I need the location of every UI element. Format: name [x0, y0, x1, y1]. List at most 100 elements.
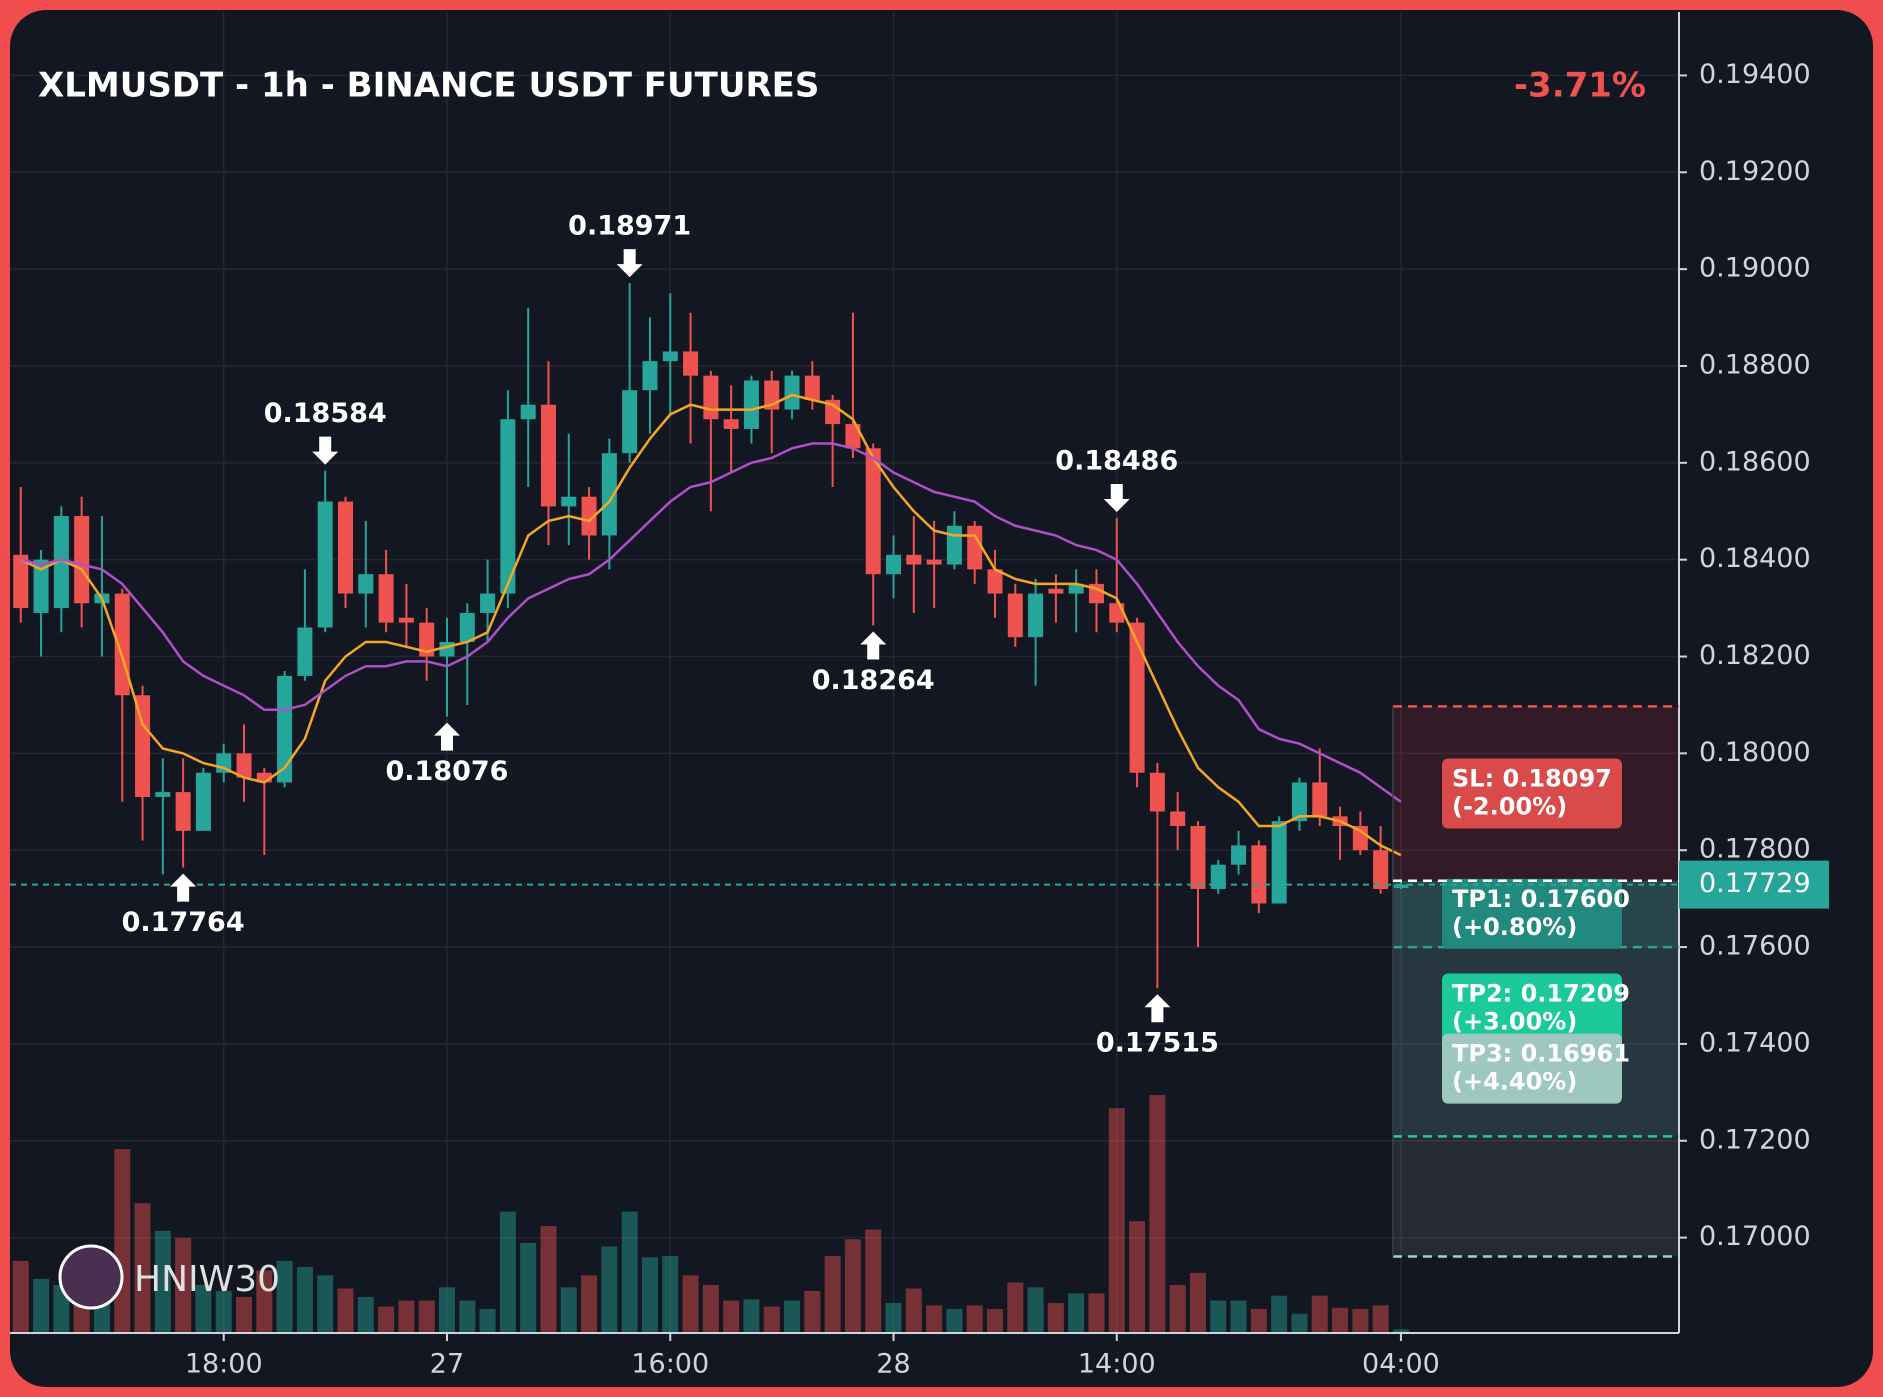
candle-body — [459, 612, 475, 642]
volume-bar — [905, 1288, 922, 1333]
volume-bar — [398, 1300, 415, 1333]
y-tick-label: 0.18600 — [1699, 446, 1811, 477]
candle-body — [581, 496, 597, 536]
volume-bar — [1027, 1287, 1044, 1333]
candle-body — [500, 419, 516, 594]
candle-body — [1393, 884, 1409, 888]
volume-bar — [926, 1305, 943, 1333]
volume-bar — [540, 1226, 557, 1333]
volume-bar — [1392, 1329, 1409, 1333]
volume-bar — [317, 1275, 334, 1333]
volume-bar — [1129, 1221, 1146, 1333]
candle-body — [155, 792, 171, 797]
candle-body — [1068, 583, 1084, 594]
candle-body — [317, 501, 333, 628]
candle-body — [236, 753, 252, 778]
volume-bar — [134, 1203, 151, 1333]
level-label: TP3: 0.16961 — [1452, 1040, 1630, 1068]
candle-body — [906, 554, 922, 565]
volume-bar — [499, 1211, 516, 1333]
level-box — [1442, 973, 1622, 1044]
candles — [13, 283, 1409, 989]
candle-body — [784, 375, 800, 410]
volume-bar — [763, 1306, 780, 1333]
volume-bar — [256, 1270, 273, 1333]
level-pct: (+0.80%) — [1452, 913, 1577, 941]
candle-body — [1149, 772, 1165, 812]
volume-bar — [296, 1266, 313, 1333]
change: -3.71% — [1514, 66, 1646, 106]
annotation-label: 0.18264 — [812, 665, 935, 696]
candle-body — [946, 525, 962, 565]
volume-bar — [1189, 1272, 1206, 1333]
volume-bar — [560, 1287, 577, 1333]
candle-body — [642, 361, 658, 391]
volume-bar — [621, 1211, 638, 1333]
candle-body — [1007, 593, 1023, 638]
volume-bar — [1250, 1308, 1267, 1333]
y-tick-label: 0.18800 — [1699, 349, 1811, 380]
candle-body — [703, 375, 719, 420]
volume — [12, 1095, 1409, 1333]
annotation-label: 0.18486 — [1055, 446, 1178, 477]
grid — [10, 12, 1679, 1333]
y-tick-label: 0.17600 — [1699, 931, 1811, 962]
x-tick-label: 14:00 — [1078, 1349, 1156, 1380]
volume-bar — [1271, 1295, 1288, 1333]
candle-body — [520, 404, 536, 420]
volume-bar — [154, 1230, 171, 1333]
annotation-label: 0.18076 — [385, 756, 508, 787]
annotation-arrow — [860, 631, 887, 660]
volume-bar — [885, 1302, 902, 1333]
y-tick-label: 0.17200 — [1699, 1124, 1811, 1155]
last-price-label: 0.17729 — [1699, 868, 1811, 899]
candle-body — [662, 351, 678, 362]
level-pct: (-2.00%) — [1452, 793, 1567, 821]
candle-body — [13, 554, 29, 609]
volume-bar — [946, 1308, 963, 1333]
y-tick-label: 0.19400 — [1699, 59, 1811, 90]
candle-body — [723, 419, 739, 429]
volume-bar — [1230, 1300, 1247, 1333]
candle-body — [195, 772, 211, 831]
candle-body — [175, 792, 191, 831]
volume-bar — [33, 1278, 50, 1333]
candle-body — [480, 593, 496, 613]
candle-body — [540, 404, 556, 507]
volume-bar — [378, 1306, 395, 1333]
candle-body — [135, 695, 151, 797]
candle-body — [33, 559, 49, 613]
candle-body — [1109, 603, 1125, 623]
y-tick-label: 0.19200 — [1699, 156, 1811, 187]
x-tick-label: 27 — [430, 1349, 464, 1380]
volume-bar — [784, 1300, 801, 1333]
candle-body — [804, 375, 820, 400]
candle-body — [338, 501, 354, 594]
y-tick-label: 0.18400 — [1699, 543, 1811, 574]
y-tick-label: 0.19000 — [1699, 253, 1811, 284]
level-box — [1442, 758, 1622, 829]
annotation-arrow — [170, 873, 197, 902]
level-box — [1442, 878, 1622, 949]
candle-body — [419, 622, 435, 657]
annotation-arrow — [1144, 994, 1171, 1023]
annotation-arrow — [616, 249, 643, 278]
candle-body — [601, 453, 617, 536]
volume-bar — [844, 1239, 861, 1333]
x-tick-label: 18:00 — [185, 1349, 263, 1380]
moving-average — [20, 393, 1402, 857]
panel — [10, 10, 1873, 1387]
chart-title: XLMUSDT - 1h - BINANCE USDT FUTURES — [38, 66, 819, 106]
volume-bar — [12, 1260, 29, 1333]
candle-body — [378, 574, 394, 623]
candle-body — [53, 516, 69, 609]
volume-bar — [1108, 1108, 1125, 1333]
last-price-box — [1679, 860, 1829, 909]
volume-bar — [459, 1300, 476, 1333]
candle-body — [297, 627, 313, 676]
volume-bar — [824, 1256, 841, 1333]
volume-bar — [438, 1287, 455, 1333]
candle-body — [1373, 850, 1389, 889]
y-tick-label: 0.18200 — [1699, 640, 1811, 671]
candle-body — [358, 574, 374, 594]
